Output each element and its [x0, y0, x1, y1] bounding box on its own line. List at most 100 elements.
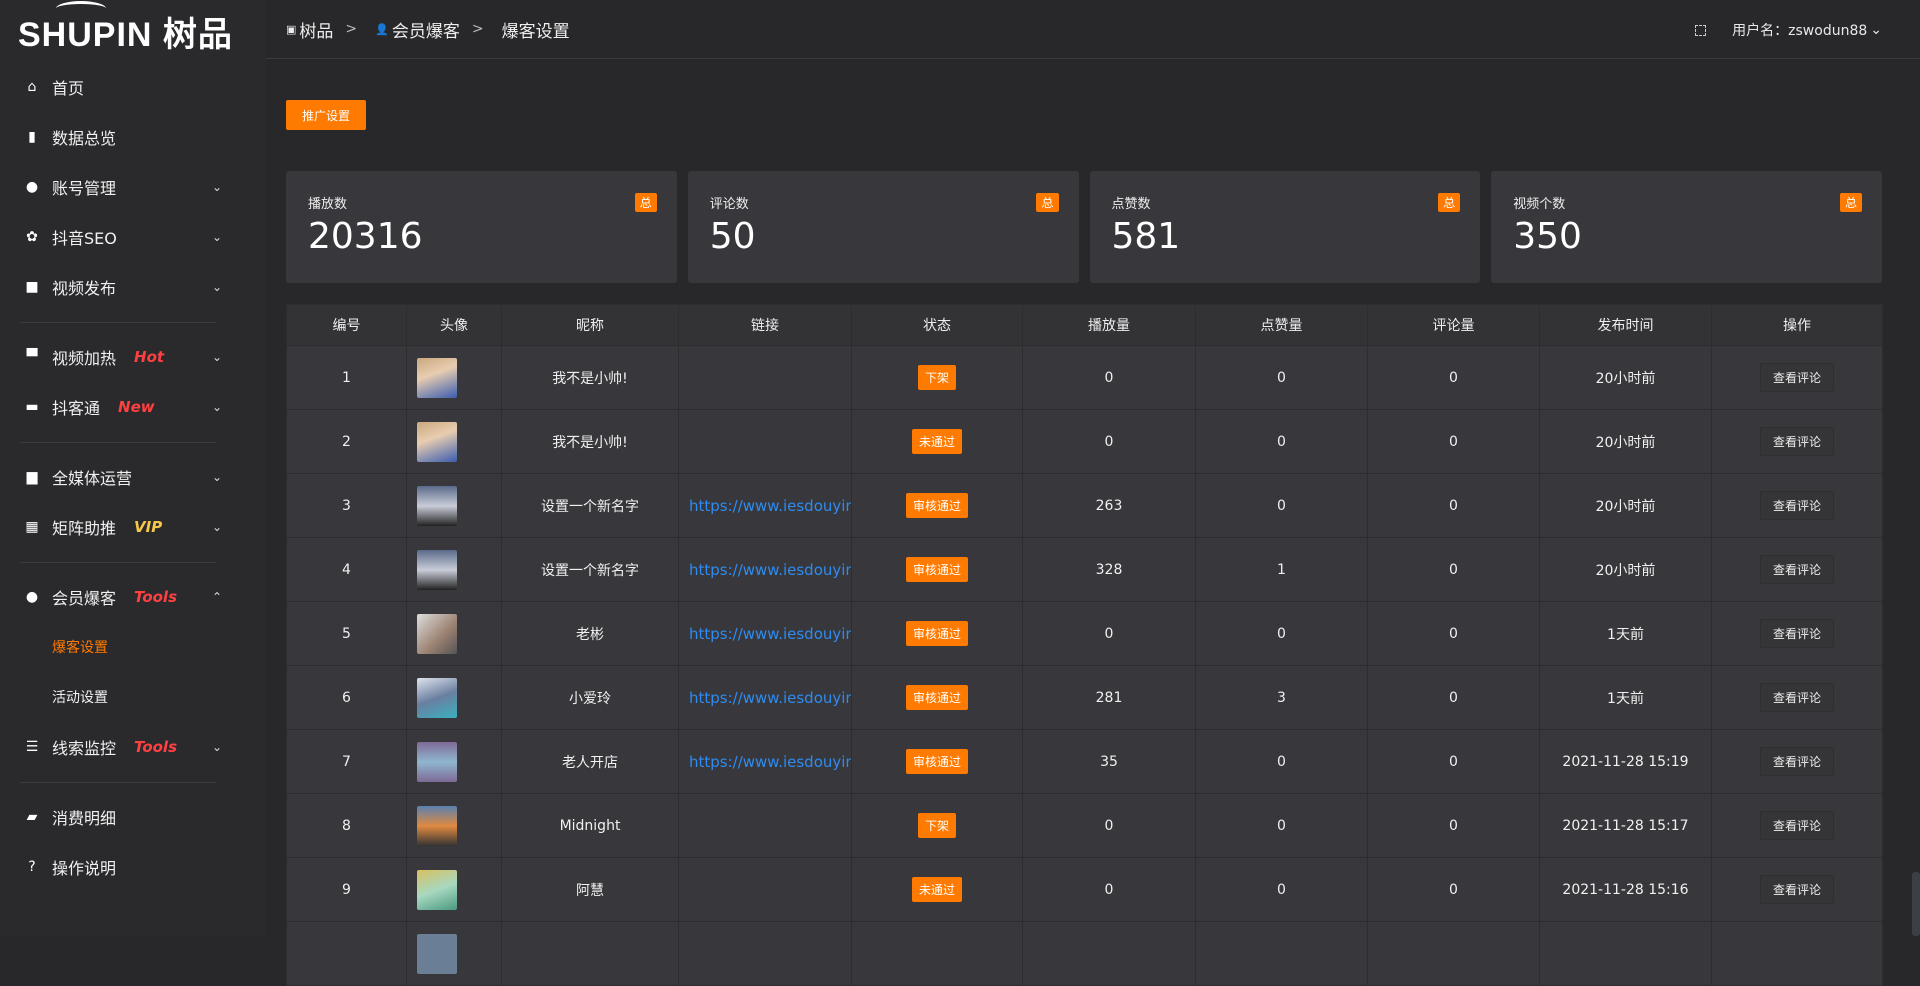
breadcrumb-item[interactable]: 会员爆客 [391, 21, 460, 42]
stat-label: 播放数 [308, 197, 348, 212]
sidebar-item[interactable]: ▆ 全媒体运营 ⌄ [0, 452, 266, 502]
chevron-down-icon: ⌄ [212, 740, 223, 754]
plays: 35 [1022, 729, 1196, 794]
publish-time: 20小时前 [1539, 473, 1712, 538]
sidebar-item[interactable]: ▦ 矩阵助推 VIP ⌄ [0, 502, 266, 552]
sidebar-item[interactable]: ▰ 消费明细 [0, 792, 266, 842]
avatar-cell [406, 729, 502, 794]
nickname: 设置一个新名字 [501, 473, 679, 538]
fullscreen-icon[interactable] [1695, 24, 1707, 36]
sidebar-item-label: 活动设置 [52, 690, 108, 706]
link-cell: https://www.iesdouyin.c [678, 537, 852, 602]
sidebar-item[interactable]: ▬ 抖客通 New ⌄ [0, 382, 266, 432]
table-row: 7 老人开店 https://www.iesdouyin.c 审核通过 35 0 0 2021… [286, 729, 1883, 794]
link-cell: https://www.iesdouyin.c [678, 729, 852, 794]
table-cell [286, 921, 407, 986]
view-comments-button[interactable]: 查看评论 [1759, 363, 1834, 392]
plays: 0 [1022, 793, 1196, 858]
view-comments-button[interactable]: 查看评论 [1759, 555, 1834, 584]
status-cell: 审核通过 [851, 537, 1023, 602]
total-badge: 总 [1036, 193, 1059, 212]
action-cell: 查看评论 [1711, 537, 1883, 602]
row-id: 9 [286, 857, 407, 922]
stat-label: 点赞数 [1111, 197, 1151, 212]
view-comments-button[interactable]: 查看评论 [1759, 491, 1834, 520]
publish-time: 20小时前 [1539, 537, 1712, 602]
action-cell: 查看评论 [1711, 409, 1883, 474]
view-comments-button[interactable]: 查看评论 [1759, 875, 1834, 904]
row-id: 7 [286, 729, 407, 794]
sidebar-item[interactable]: ⌂ 首页 [0, 62, 266, 112]
comments: 0 [1367, 345, 1540, 410]
user-menu[interactable]: 用户名：zswodun88 ⌄ [1695, 20, 1882, 40]
comments: 0 [1367, 537, 1540, 602]
action-cell: 查看评论 [1711, 601, 1883, 666]
comments: 0 [1367, 601, 1540, 666]
table-row [286, 921, 1883, 986]
sidebar-divider [0, 432, 266, 452]
wallet-icon: ▰ [26, 809, 38, 825]
sidebar-divider [0, 552, 266, 572]
publish-time: 1天前 [1539, 601, 1712, 666]
avatar [417, 421, 457, 462]
breadcrumb-item[interactable]: 树品 [299, 21, 334, 42]
view-comments-button[interactable]: 查看评论 [1759, 683, 1834, 712]
status-badge: 审核通过 [905, 749, 968, 774]
sidebar-item[interactable]: ■ 视频发布 ⌄ [0, 262, 266, 312]
sidebar-item[interactable]: ● 账号管理 ⌄ [0, 162, 266, 212]
status-cell: 未通过 [851, 409, 1023, 474]
video-link[interactable]: https://www.iesdouyin.c [689, 624, 851, 643]
view-comments-button[interactable]: 查看评论 [1759, 747, 1834, 776]
sidebar-item-tag: Hot [134, 348, 165, 366]
plays: 263 [1022, 473, 1196, 538]
view-comments-button[interactable]: 查看评论 [1759, 619, 1834, 648]
sidebar-item[interactable]: ● 会员爆客 Tools ⌃ [0, 572, 266, 622]
avatar [417, 613, 457, 654]
avatar [417, 741, 457, 782]
sidebar-item-label: 全媒体运营 [52, 469, 133, 488]
likes: 0 [1195, 345, 1368, 410]
promo-settings-button[interactable]: 推广设置 [286, 100, 366, 130]
scrollbar[interactable] [1912, 872, 1920, 936]
publish-time: 2021-11-28 15:17 [1539, 793, 1712, 858]
sidebar-item[interactable]: ? 操作说明 [0, 842, 266, 892]
chevron-right-icon: > [471, 21, 484, 37]
plays: 328 [1022, 537, 1196, 602]
avatar-cell [406, 473, 502, 538]
sidebar-item[interactable]: ☰ 线索监控 Tools ⌄ [0, 722, 266, 772]
video-link[interactable]: https://www.iesdouyin.c [689, 688, 851, 707]
video-link[interactable]: https://www.iesdouyin.c [689, 560, 851, 579]
table-row: 3 设置一个新名字 https://www.iesdouyin.c 审核通过 263 0 0… [286, 473, 1883, 538]
view-comments-button[interactable]: 查看评论 [1759, 811, 1834, 840]
total-badge: 总 [634, 193, 657, 212]
sidebar-item[interactable]: ▮ 数据总览 [0, 112, 266, 162]
monitor-icon: ▆ [26, 469, 38, 485]
nickname: 设置一个新名字 [501, 537, 679, 602]
avatar-cell [406, 793, 502, 858]
table-cell [1367, 921, 1540, 986]
sidebar-item-label: 抖客通 [52, 399, 101, 418]
video-link[interactable]: https://www.iesdouyin.c [689, 496, 851, 515]
breadcrumb-item[interactable]: 爆客设置 [501, 21, 570, 42]
action-cell: 查看评论 [1711, 473, 1883, 538]
likes: 0 [1195, 729, 1368, 794]
view-comments-button[interactable]: 查看评论 [1759, 427, 1834, 456]
video-link[interactable]: https://www.iesdouyin.c [689, 752, 851, 771]
username: 用户名：zswodun88 [1732, 23, 1868, 39]
chevron-down-icon: ⌄ [212, 400, 223, 414]
sidebar-item[interactable]: ✿ 抖音SEO ⌄ [0, 212, 266, 262]
help-icon: ? [28, 859, 36, 875]
table-cell [1711, 921, 1883, 986]
plays: 281 [1022, 665, 1196, 730]
sidebar-item[interactable]: 活动设置 [0, 672, 266, 722]
status-badge: 下架 [917, 365, 956, 390]
sidebar-item[interactable]: 爆客设置 [0, 622, 266, 672]
likes: 0 [1195, 473, 1368, 538]
action-cell: 查看评论 [1711, 857, 1883, 922]
table-cell [1022, 921, 1196, 986]
sidebar-item[interactable]: ▀ 视频加热 Hot ⌄ [0, 332, 266, 382]
avatar-cell [406, 857, 502, 922]
chevron-down-icon: ⌄ [212, 230, 223, 244]
logo[interactable]: SHUPIN 树品 [0, 0, 266, 62]
image-icon: ▣ [286, 22, 297, 36]
